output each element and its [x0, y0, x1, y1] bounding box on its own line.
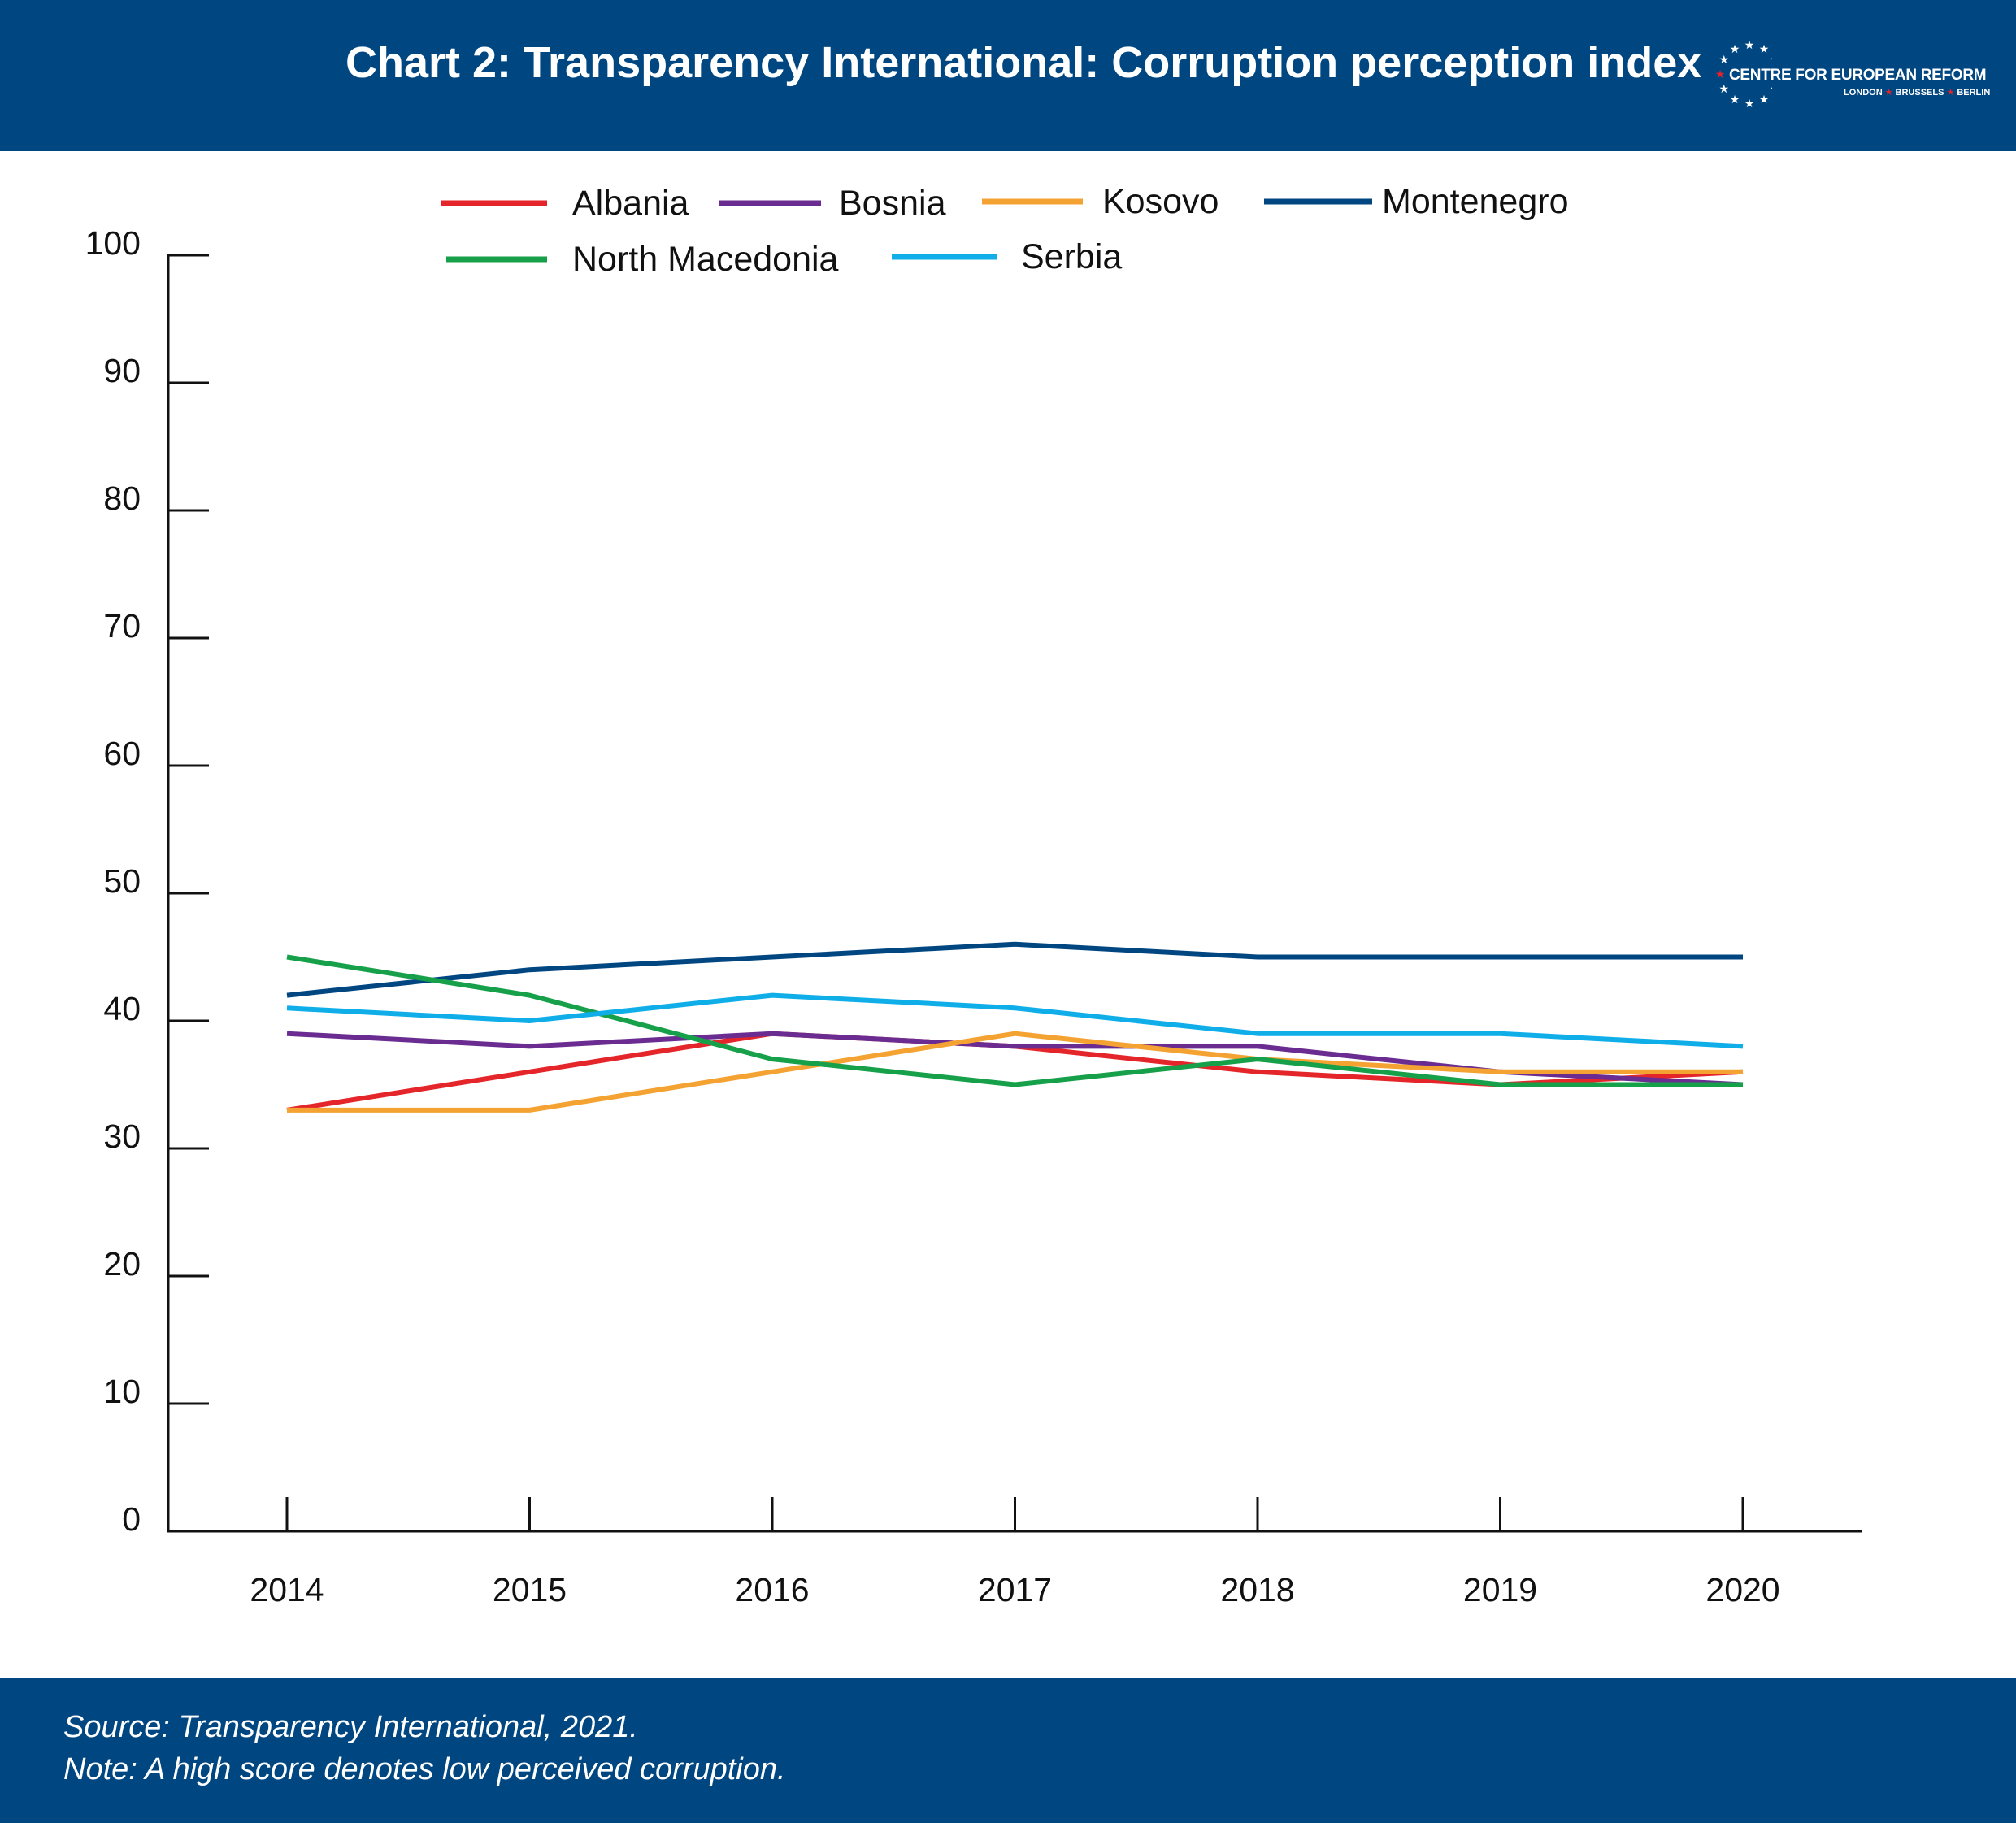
y-tick-label: 100 [85, 224, 141, 262]
logo-star-icon: ★ [1770, 82, 1772, 95]
y-tick-label: 60 [103, 735, 141, 772]
star-separator-icon: ★ [1946, 88, 1955, 98]
logo-star-icon: ★ [1759, 93, 1770, 106]
y-tick-label: 70 [103, 607, 141, 645]
logo-star-icon: ★ [1719, 82, 1730, 95]
series-line-north-macedonia [286, 954, 1743, 1087]
y-tick-label: 10 [103, 1373, 141, 1410]
logo-star-icon: ★ [1730, 93, 1740, 106]
x-tick-label: 2014 [250, 1571, 324, 1608]
line-chart: Albania Bosnia Kosovo Montenegro North Maced… [85, 182, 1862, 1608]
chart-footer: Source: Transparency International, 2021… [0, 1678, 2016, 1823]
logo-city-london: LONDON [1844, 88, 1883, 98]
logo-star-icon: ★ [1759, 42, 1770, 55]
chart-title: Chart 2: Transparency International: Cor… [345, 38, 1702, 87]
legend-label-bosnia: Bosnia [839, 184, 946, 223]
legend-label-albania: Albania [572, 184, 689, 223]
y-tick-label: 50 [103, 862, 141, 900]
logo-star-icon: ★ [1715, 67, 1726, 80]
x-tick-label: 2015 [493, 1571, 567, 1608]
cer-logo: ★★★★★★★★★★★★ CENTRE FOR EUROPEAN REFORM … [1707, 33, 2000, 122]
star-ring-icon: ★★★★★★★★★★★★ [1715, 38, 1772, 110]
x-tick-label: 2016 [735, 1571, 809, 1608]
y-tick-label: 0 [122, 1500, 141, 1538]
chart-axes: 0 10 20 30 40 50 60 70 80 90 100 2014 2015 2016 2017 20… [85, 224, 1862, 1608]
legend-label-montenegro: Montenegro [1382, 182, 1569, 221]
logo-city-brussels: BRUSSELS [1895, 88, 1944, 98]
y-tick-label: 80 [103, 480, 141, 517]
logo-star-icon: ★ [1744, 97, 1755, 110]
legend-label-north-macedonia: North Macedonia [572, 240, 839, 279]
logo-name: CENTRE FOR EUROPEAN REFORM [1729, 67, 1987, 84]
logo-star-icon: ★ [1730, 42, 1740, 55]
logo-cities: LONDON ★ BRUSSELS ★ BERLIN [1844, 87, 1990, 98]
logo-star-icon: ★ [1744, 38, 1755, 51]
series-line-montenegro [286, 941, 1743, 998]
y-tick-label: 20 [103, 1245, 141, 1283]
x-tick-label: 2017 [978, 1571, 1052, 1608]
legend-label-kosovo: Kosovo [1102, 182, 1219, 221]
x-tick-label: 2020 [1705, 1571, 1779, 1608]
chart-legend: Albania Bosnia Kosovo Montenegro North Maced… [441, 182, 1569, 279]
series-line-serbia [286, 992, 1744, 1049]
star-separator-icon: ★ [1884, 88, 1893, 98]
chart-header: Chart 2: Transparency International: Cor… [0, 0, 2016, 151]
source-note: Source: Transparency International, 2021… [63, 1710, 638, 1744]
chart-series [286, 941, 1744, 1113]
logo-city-berlin: BERLIN [1957, 88, 1991, 98]
y-tick-label: 40 [103, 990, 141, 1027]
x-tick-label: 2019 [1463, 1571, 1537, 1608]
logo-star-icon: ★ [1719, 53, 1730, 66]
legend-label-serbia: Serbia [1021, 237, 1122, 276]
logo-star-icon: ★ [1770, 53, 1772, 66]
series-line-kosovo [287, 1031, 1743, 1113]
y-tick-label: 90 [103, 352, 141, 389]
footnote: Note: A high score denotes low perceived… [63, 1752, 786, 1786]
y-tick-label: 30 [103, 1118, 141, 1155]
x-tick-label: 2018 [1220, 1571, 1294, 1608]
